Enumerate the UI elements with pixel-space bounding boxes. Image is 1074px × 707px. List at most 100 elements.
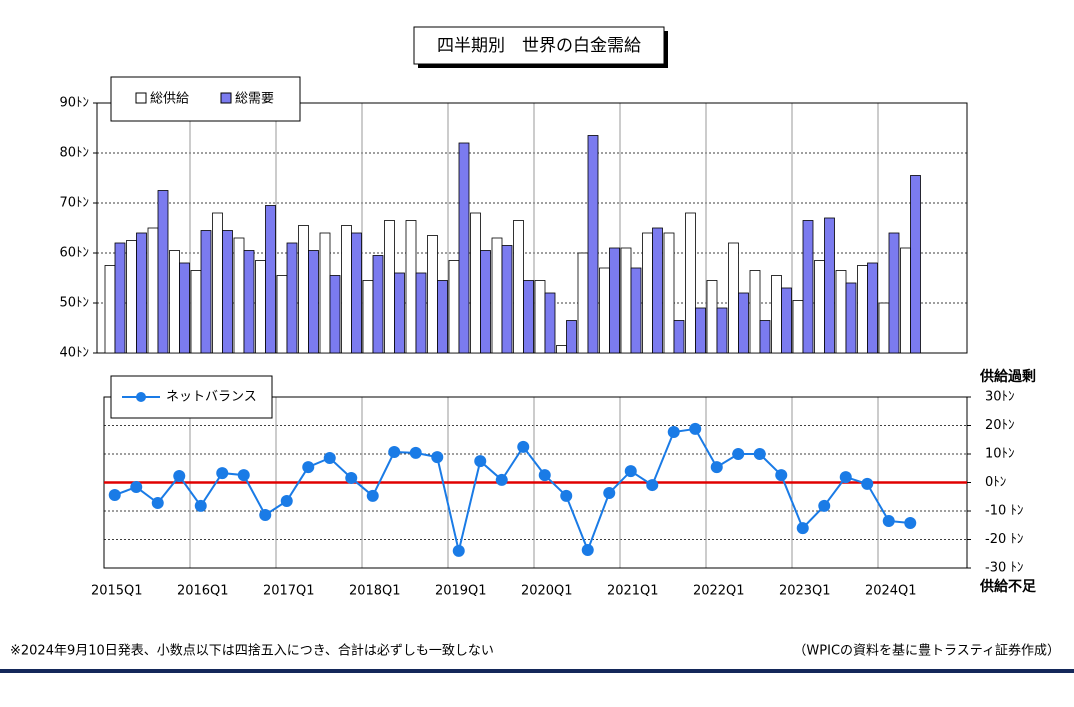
bar [878,302,890,354]
bar [179,262,190,354]
bar [867,262,878,354]
legend-label: 総供給 [150,92,189,107]
legend-label: ネットバランス [166,390,257,405]
y-tick-label: 10ﾄﾝ [985,447,1015,462]
bar [222,230,233,354]
point [818,499,831,512]
bar [857,265,868,354]
point [904,516,917,529]
bar [212,212,223,354]
point [366,489,379,502]
x-tick-label: 2016Q1 [177,584,229,599]
point [323,451,336,464]
point [194,499,207,512]
bar [910,175,921,354]
y-tick-label: 0ﾄﾝ [985,475,1006,490]
bar [749,270,761,354]
x-tick-label: 2019Q1 [435,584,487,599]
bar [738,292,749,354]
legend-label: 総需要 [235,92,274,107]
point [431,451,444,464]
x-tick-label: 2017Q1 [263,584,315,599]
bar [566,320,577,354]
bar [845,282,857,354]
bar [706,280,718,354]
point [216,467,229,480]
point [581,544,594,557]
bottom-rule [0,669,1074,673]
bar [286,242,298,354]
bar [824,217,835,354]
x-tick-label: 2024Q1 [865,584,917,599]
bar [685,212,696,354]
point [345,471,358,484]
bar [384,220,395,354]
point [710,461,723,474]
footnote: ※2024年9月10日発表、小数点以下は四捨五入につき、合計は必ずしも一致しない [10,643,494,659]
bar [544,292,556,354]
point [775,469,788,482]
bar [609,247,620,354]
x-tick-label: 2022Q1 [693,584,745,599]
point [560,489,573,502]
bar [341,225,352,354]
point [732,448,745,460]
bar [437,280,448,354]
x-tick-label: 2018Q1 [349,584,401,599]
y-tick-label: -30 ﾄﾝ [985,561,1023,576]
point [796,522,809,535]
bar [458,142,470,354]
bar [888,232,900,354]
y-tick-label: 30ﾄﾝ [985,390,1015,405]
bar [642,232,653,354]
y-tick-label: 20ﾄﾝ [985,418,1015,433]
chart-title: 四半期別 世界の白金需給 [437,36,641,56]
bar [577,252,589,354]
annotation: 供給不足 [979,578,1037,595]
bar [415,272,427,354]
bar [480,250,491,354]
bar [319,232,331,354]
bar [126,240,137,354]
point [452,544,465,557]
point [517,440,530,453]
bar [147,227,159,354]
point [173,469,186,482]
bar [448,260,460,354]
legend-swatch [135,92,147,104]
point [667,426,680,439]
point [130,481,143,494]
bar [362,280,374,354]
x-tick-label: 2023Q1 [779,584,831,599]
point [624,465,637,478]
x-tick-label: 2021Q1 [607,584,659,599]
bar [501,245,513,354]
bar [814,260,825,354]
y-tick-label: 90ﾄﾝ [59,96,89,111]
bar [630,267,642,354]
source-note: （WPICの資料を基に豊トラスティ証券作成） [793,643,1060,659]
bar [620,247,632,354]
bar [716,307,728,354]
point [689,422,702,435]
point [151,497,164,510]
point [882,514,895,527]
bar [255,260,266,354]
series-line [114,427,911,553]
point [538,469,551,482]
point [409,446,422,459]
bar [190,270,202,354]
bar [491,237,503,354]
x-tick-label: 2020Q1 [521,584,573,599]
point [237,469,250,482]
bar [351,232,362,354]
point [302,461,315,474]
bar [470,212,481,354]
y-tick-label: 80ﾄﾝ [59,146,89,161]
bar [599,267,610,354]
bar [663,232,675,354]
bar [759,320,771,354]
y-tick-label: 60ﾄﾝ [59,246,89,261]
bar [136,232,147,354]
point [388,446,401,459]
